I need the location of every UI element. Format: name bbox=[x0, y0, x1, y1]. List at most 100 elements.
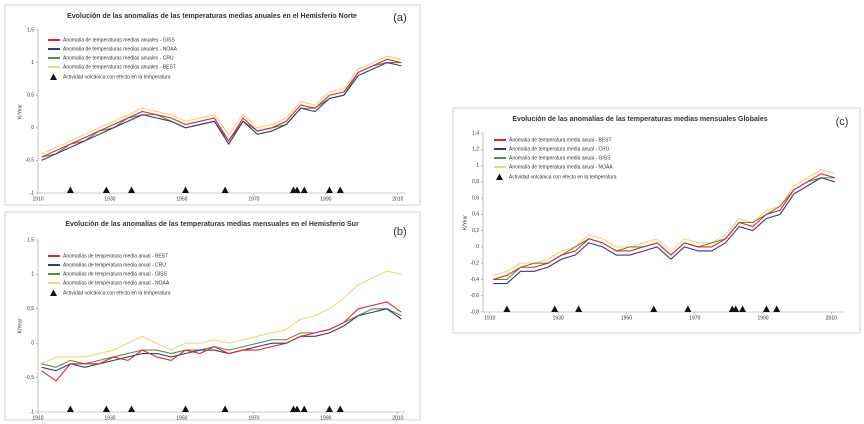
legend-marker bbox=[50, 73, 57, 80]
series-line bbox=[493, 173, 835, 280]
volcanic-marker bbox=[221, 186, 229, 193]
series-line bbox=[41, 58, 402, 158]
y-tick-label: -0,2 bbox=[470, 261, 479, 267]
legend-label: Anomalía de temperatura media anual - GI… bbox=[509, 155, 611, 161]
series-line bbox=[493, 169, 835, 276]
x-tick-label: 1930 bbox=[553, 315, 564, 321]
volcanic-marker bbox=[221, 405, 229, 412]
panel-label: (c) bbox=[836, 116, 849, 128]
panel-label: (b) bbox=[393, 226, 406, 238]
x-tick-label: 1910 bbox=[32, 415, 43, 421]
volcanic-marker bbox=[102, 186, 110, 193]
legend-label: Actividad volcánica con efecto en la tem… bbox=[509, 174, 617, 180]
legend-label: Anomalías de temperatura media anual - N… bbox=[63, 280, 170, 286]
chart-frame bbox=[4, 4, 421, 206]
y-tick-label: 1,5 bbox=[27, 237, 34, 243]
volcanic-marker bbox=[336, 405, 344, 412]
x-tick-label: 1950 bbox=[176, 415, 187, 421]
panel-label: (a) bbox=[393, 12, 406, 24]
y-tick-label: -1 bbox=[30, 409, 35, 415]
volcanic-marker bbox=[336, 186, 344, 193]
volcanic-marker bbox=[325, 186, 333, 193]
legend-label: Anomalías de temperatura media anual - C… bbox=[63, 262, 166, 268]
y-tick-label: 0 bbox=[31, 125, 34, 131]
volcanic-marker bbox=[300, 186, 308, 193]
y-tick-label: -0,6 bbox=[470, 293, 479, 299]
volcanic-marker bbox=[732, 305, 740, 312]
x-tick-label: 1930 bbox=[104, 196, 115, 202]
legend-label: Actividad volcánica con efecto en la tem… bbox=[63, 74, 171, 80]
volcanic-marker bbox=[684, 305, 692, 312]
volcanic-marker bbox=[650, 305, 658, 312]
y-tick-label: 0,2 bbox=[472, 228, 479, 234]
legend-label: Anomalía de temperatura media anual - BE… bbox=[509, 137, 612, 143]
y-tick-label: 1 bbox=[31, 60, 34, 66]
volcanic-marker bbox=[503, 305, 511, 312]
y-tick-label: 1 bbox=[476, 163, 479, 169]
y-tick-label: -0,5 bbox=[25, 158, 34, 164]
y-tick-label: 0,5 bbox=[27, 93, 34, 99]
legend-marker bbox=[50, 289, 57, 296]
y-tick-label: -1 bbox=[30, 190, 35, 196]
series-line bbox=[493, 177, 835, 285]
legend-label: Anomalía de temperaturas medias anuales … bbox=[63, 37, 175, 43]
volcanic-marker bbox=[182, 186, 190, 193]
y-tick-label: 1,4 bbox=[472, 130, 479, 136]
y-axis-label: K/Year bbox=[462, 215, 468, 230]
y-tick-label: 0 bbox=[476, 244, 479, 250]
x-tick-label: 1910 bbox=[484, 315, 495, 321]
legend-label: Anomalía de temperatura media anual - CR… bbox=[509, 146, 610, 152]
legend-label: Anomalía de temperaturas medias anuales … bbox=[63, 55, 174, 61]
y-tick-label: -0,4 bbox=[470, 277, 479, 283]
chart-title: Evolución de las anomalías de las temper… bbox=[67, 13, 357, 20]
y-tick-label: 0,4 bbox=[472, 212, 479, 218]
series-line bbox=[41, 62, 402, 161]
volcanic-marker bbox=[66, 186, 74, 193]
y-axis-label: K/Year bbox=[17, 104, 23, 119]
legend-label: Anomalías de temperatura media anual - B… bbox=[63, 253, 168, 259]
volcanic-marker bbox=[182, 405, 190, 412]
chart-frame bbox=[452, 107, 861, 334]
y-tick-label: -0,5 bbox=[25, 375, 34, 381]
y-axis-label: K/Year bbox=[17, 318, 23, 333]
x-tick-label: 1990 bbox=[757, 315, 768, 321]
y-tick-label: -0,8 bbox=[470, 309, 479, 315]
legend-label: Actividad volcánica con efecto en la tem… bbox=[63, 290, 171, 296]
chart-title: Evolución de las anomalías de las temper… bbox=[512, 116, 767, 123]
legend-label: Anomalías de temperatura media anual - G… bbox=[63, 271, 168, 277]
x-tick-label: 1910 bbox=[32, 196, 43, 202]
volcanic-marker bbox=[325, 405, 333, 412]
y-tick-label: 1,2 bbox=[472, 147, 479, 153]
x-tick-label: 1950 bbox=[176, 196, 187, 202]
volcanic-marker bbox=[300, 405, 308, 412]
legend-label: Anomalía de temperaturas medias anuales … bbox=[63, 46, 178, 52]
y-tick-label: 1 bbox=[31, 272, 34, 278]
y-tick-label: 0 bbox=[31, 341, 34, 347]
x-tick-label: 1970 bbox=[248, 415, 259, 421]
volcanic-marker bbox=[293, 405, 301, 412]
x-tick-label: 1990 bbox=[320, 196, 331, 202]
x-tick-label: 1930 bbox=[104, 415, 115, 421]
x-tick-label: 2010 bbox=[392, 415, 403, 421]
volcanic-marker bbox=[762, 305, 770, 312]
volcanic-marker bbox=[575, 305, 583, 312]
y-tick-label: 0,8 bbox=[472, 179, 479, 185]
volcanic-marker bbox=[102, 405, 110, 412]
chart-title: Evolución de las anomalías de las temper… bbox=[65, 221, 359, 228]
series-line bbox=[41, 270, 402, 365]
volcanic-marker bbox=[739, 305, 747, 312]
legend-label: Anomalía de temperaturas medias anuales … bbox=[63, 64, 176, 70]
legend-label: Anomalía de temperatura media anual - NO… bbox=[509, 164, 613, 170]
series-line bbox=[41, 55, 402, 155]
x-tick-label: 1970 bbox=[689, 315, 700, 321]
volcanic-marker bbox=[128, 186, 136, 193]
volcanic-marker bbox=[293, 186, 301, 193]
volcanic-marker bbox=[551, 305, 559, 312]
volcanic-marker bbox=[128, 405, 136, 412]
x-tick-label: 1950 bbox=[621, 315, 632, 321]
y-tick-label: 0,5 bbox=[27, 306, 34, 312]
volcanic-marker bbox=[66, 405, 74, 412]
y-tick-label: 0,6 bbox=[472, 195, 479, 201]
